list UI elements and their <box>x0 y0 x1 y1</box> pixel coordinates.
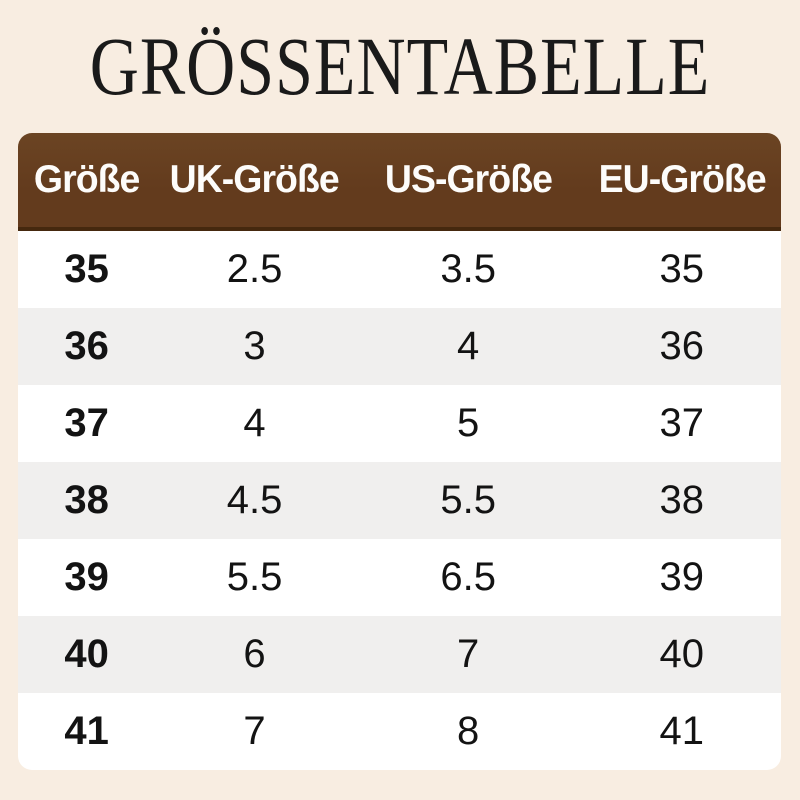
column-header-uk-groesse: UK-Größe <box>169 158 340 201</box>
cell-us-size: 3.5 <box>440 247 496 291</box>
table-row: 37 4 5 37 <box>18 385 781 462</box>
column-header-us-groesse: US-Größe <box>384 158 553 201</box>
cell-uk-size: 4.5 <box>226 478 283 522</box>
cell-eu-size: 35 <box>659 247 705 291</box>
page-title: GRÖSSENTABELLE <box>89 19 711 112</box>
table-row: 38 4.5 5.5 38 <box>18 462 781 539</box>
cell-eu-size: 38 <box>659 478 705 522</box>
cell-uk-size: 5.5 <box>226 555 283 599</box>
column-header-eu-groesse: EU-Größe <box>598 158 766 201</box>
cell-uk-size: 6 <box>243 632 266 676</box>
cell-size: 39 <box>64 555 109 599</box>
cell-size: 40 <box>64 632 109 676</box>
cell-eu-size: 37 <box>659 401 705 445</box>
table-row: 36 3 4 36 <box>18 308 781 385</box>
table-header-row: Größe UK-Größe US-Größe EU-Größe <box>18 133 781 231</box>
cell-uk-size: 4 <box>243 401 266 445</box>
table-row: 39 5.5 6.5 39 <box>18 539 781 616</box>
column-header-groesse: Größe <box>33 158 140 201</box>
cell-eu-size: 36 <box>659 324 705 368</box>
cell-size: 35 <box>64 247 109 291</box>
cell-size: 36 <box>64 324 109 368</box>
table-row: 40 6 7 40 <box>18 616 781 693</box>
cell-uk-size: 2.5 <box>226 247 283 291</box>
cell-us-size: 8 <box>457 709 480 753</box>
cell-size: 41 <box>64 709 109 753</box>
cell-us-size: 7 <box>457 632 480 676</box>
cell-eu-size: 40 <box>659 632 705 676</box>
cell-us-size: 5.5 <box>440 478 496 522</box>
cell-size: 38 <box>64 478 109 522</box>
cell-size: 37 <box>64 401 109 445</box>
cell-us-size: 4 <box>457 324 480 368</box>
cell-eu-size: 41 <box>659 709 705 753</box>
cell-eu-size: 39 <box>659 555 705 599</box>
size-table: Größe UK-Größe US-Größe EU-Größe 35 2.5 … <box>18 133 781 770</box>
table-row: 41 7 8 41 <box>18 693 781 770</box>
cell-uk-size: 3 <box>243 324 266 368</box>
table-row: 35 2.5 3.5 35 <box>18 231 781 308</box>
cell-us-size: 6.5 <box>440 555 496 599</box>
table-body: 35 2.5 3.5 35 36 3 4 36 37 4 5 37 38 4.5… <box>18 231 781 770</box>
cell-uk-size: 7 <box>243 709 266 753</box>
cell-us-size: 5 <box>457 401 480 445</box>
